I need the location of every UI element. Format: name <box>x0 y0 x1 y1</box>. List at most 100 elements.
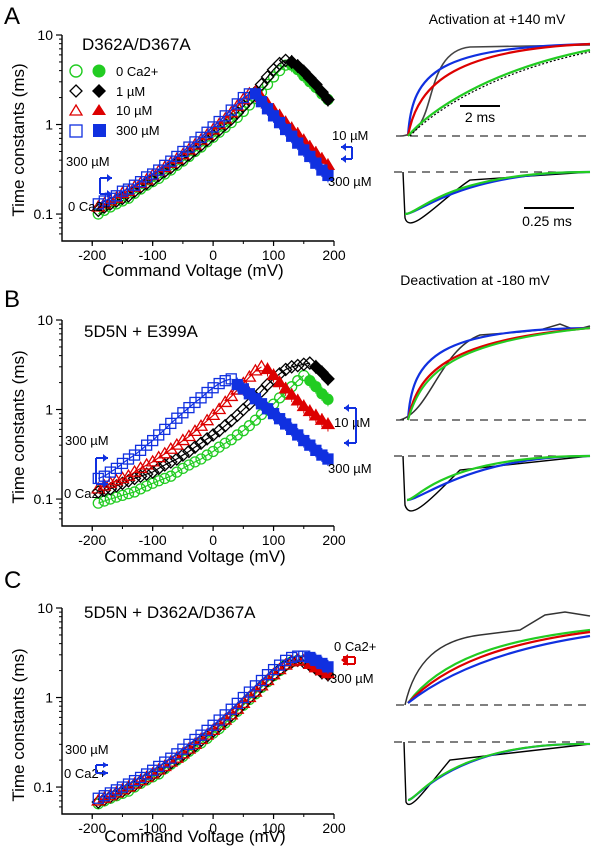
data-point <box>219 437 231 449</box>
y-tick-label: 0.1 <box>34 206 54 222</box>
data-point <box>205 408 221 421</box>
data-point <box>314 412 330 425</box>
data-point <box>145 465 160 480</box>
data-point <box>139 457 154 470</box>
data-point <box>255 674 268 687</box>
data-point <box>195 453 207 465</box>
x-axis-label: Command Voltage (mV) <box>102 261 283 280</box>
data-point <box>310 381 322 393</box>
data-point <box>163 454 178 469</box>
data-point <box>193 732 209 745</box>
data-point <box>322 393 334 405</box>
data-point <box>225 373 237 385</box>
data-point <box>183 459 195 471</box>
data-point <box>284 55 299 69</box>
data-point <box>122 453 135 465</box>
svg-text:0 Ca2+: 0 Ca2+ <box>334 639 376 654</box>
svg-text:300 µM: 300 µM <box>328 174 372 189</box>
x-tick-label: -100 <box>139 532 167 548</box>
activation-title: Activation at +140 mV <box>429 11 566 27</box>
data-point <box>151 450 166 463</box>
data-point <box>157 458 172 472</box>
deactivation-title: Deactivation at -180 mV <box>400 272 550 288</box>
panel-b: B 5D5N + E399A Time constants (ms) Comma… <box>4 286 591 566</box>
data-point <box>261 78 274 91</box>
svg-text:1 µM: 1 µM <box>116 84 145 99</box>
x-tick-label: 200 <box>322 532 346 548</box>
data-point <box>219 110 231 122</box>
data-point <box>248 363 263 376</box>
data-point <box>139 770 154 783</box>
data-point <box>213 441 225 453</box>
data-point <box>194 436 208 451</box>
data-point <box>134 483 147 495</box>
data-point <box>296 357 311 372</box>
data-point <box>249 414 262 426</box>
data-point <box>157 759 172 772</box>
data-point <box>284 387 299 400</box>
data-point <box>290 393 305 406</box>
y-tick-label: 10 <box>37 600 53 616</box>
data-point <box>133 469 148 484</box>
data-point <box>224 389 239 402</box>
data-point <box>278 381 293 394</box>
data-point <box>286 651 298 664</box>
data-point <box>206 428 221 442</box>
data-point <box>304 150 316 163</box>
data-point <box>122 183 135 195</box>
data-point <box>121 468 136 481</box>
data-point <box>302 404 317 417</box>
data-point <box>260 362 275 375</box>
data-point <box>266 368 281 381</box>
svg-text:300 µM: 300 µM <box>65 433 109 448</box>
data-point <box>308 77 323 92</box>
data-point <box>165 470 177 482</box>
panel-letter: A <box>4 3 20 30</box>
data-point <box>188 440 202 455</box>
data-point <box>92 792 104 804</box>
data-point <box>213 115 225 128</box>
data-point <box>147 764 159 776</box>
data-point <box>322 453 334 465</box>
data-point <box>308 408 324 421</box>
data-point <box>140 768 153 780</box>
x-tick-label: -200 <box>78 820 106 836</box>
data-point <box>121 473 136 488</box>
data-point <box>163 155 178 168</box>
panel-c: C 5D5N + D362A/D367A Time constants (ms)… <box>4 567 591 846</box>
data-point <box>115 186 130 199</box>
data-point <box>260 70 275 84</box>
data-point <box>91 481 106 494</box>
data-point <box>169 452 184 466</box>
data-point <box>254 359 269 372</box>
data-point <box>243 686 256 698</box>
data-point <box>115 471 130 484</box>
data-point <box>218 395 233 408</box>
data-point <box>175 433 191 446</box>
x-tick-label: 100 <box>262 820 286 836</box>
data-point <box>103 476 118 488</box>
left-arrow-bracket: 300 µM 0 Ca2+ <box>64 433 109 501</box>
data-point <box>116 185 129 197</box>
legend-entry-0ca: 0 Ca2+ <box>69 64 158 79</box>
svg-text:300 µM: 300 µM <box>328 461 372 476</box>
x-tick-label: 0 <box>209 820 217 836</box>
mutant-label: 5D5N + D362A/D367A <box>84 603 256 622</box>
x-tick-label: -100 <box>139 247 167 263</box>
series-1 <box>91 653 335 809</box>
x-axis-label: Command Voltage (mV) <box>104 827 285 846</box>
data-point <box>159 159 171 171</box>
data-point <box>267 110 280 122</box>
data-point <box>292 137 304 149</box>
legend-entry-10um: 10 µM <box>68 103 152 118</box>
data-point <box>314 85 329 100</box>
data-point <box>98 790 110 802</box>
right-arrow-bracket: 10 µM 300 µM <box>328 404 372 476</box>
y-tick-label: 0.1 <box>34 491 54 507</box>
mutant-label: D362A/D367A <box>82 35 191 54</box>
x-tick-label: 100 <box>262 532 286 548</box>
data-point <box>225 703 237 715</box>
deactivation-traces <box>394 454 591 512</box>
left-arrow-bracket: 300 µM 0 Ca2+ <box>66 154 112 214</box>
data-point <box>140 171 153 183</box>
